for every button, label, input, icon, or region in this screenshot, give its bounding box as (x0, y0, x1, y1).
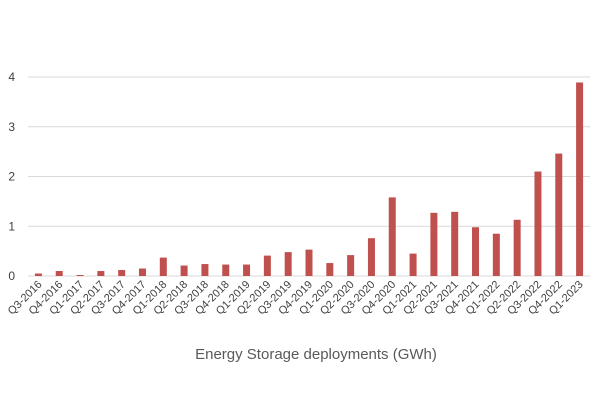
bar (243, 264, 251, 276)
bar (576, 82, 584, 276)
bar (451, 211, 459, 276)
bar (34, 273, 42, 276)
bar (347, 255, 355, 276)
bar (118, 270, 126, 276)
bar (138, 268, 146, 276)
bar (159, 257, 167, 276)
bar (534, 171, 542, 276)
bar (305, 249, 313, 276)
bar (201, 264, 209, 276)
bar (409, 253, 417, 276)
bar (55, 271, 63, 276)
bar (326, 263, 334, 276)
bar (555, 153, 563, 276)
bar (367, 238, 375, 276)
bar (284, 252, 292, 276)
y-tick-label: 2 (8, 170, 15, 184)
bar (76, 275, 84, 276)
gridlines (28, 76, 590, 277)
bar (430, 212, 438, 276)
bar (97, 271, 105, 276)
bar (513, 219, 521, 276)
y-axis-ticks: 0 1 2 3 4 (8, 70, 15, 283)
bar (222, 264, 230, 276)
bar (388, 197, 396, 276)
x-axis-ticks: Q3-2016Q4-2016Q1-2017Q2-2017Q3-2017Q4-20… (6, 279, 586, 318)
bar (492, 233, 500, 276)
bars (34, 82, 584, 276)
y-tick-label: 0 (8, 269, 15, 283)
y-tick-label: 4 (8, 70, 15, 84)
y-tick-label: 3 (8, 120, 15, 134)
bar (263, 255, 271, 276)
bar (472, 227, 480, 276)
y-tick-label: 1 (8, 219, 15, 233)
bar (180, 265, 188, 276)
x-axis-label: Energy Storage deployments (GWh) (195, 346, 437, 363)
